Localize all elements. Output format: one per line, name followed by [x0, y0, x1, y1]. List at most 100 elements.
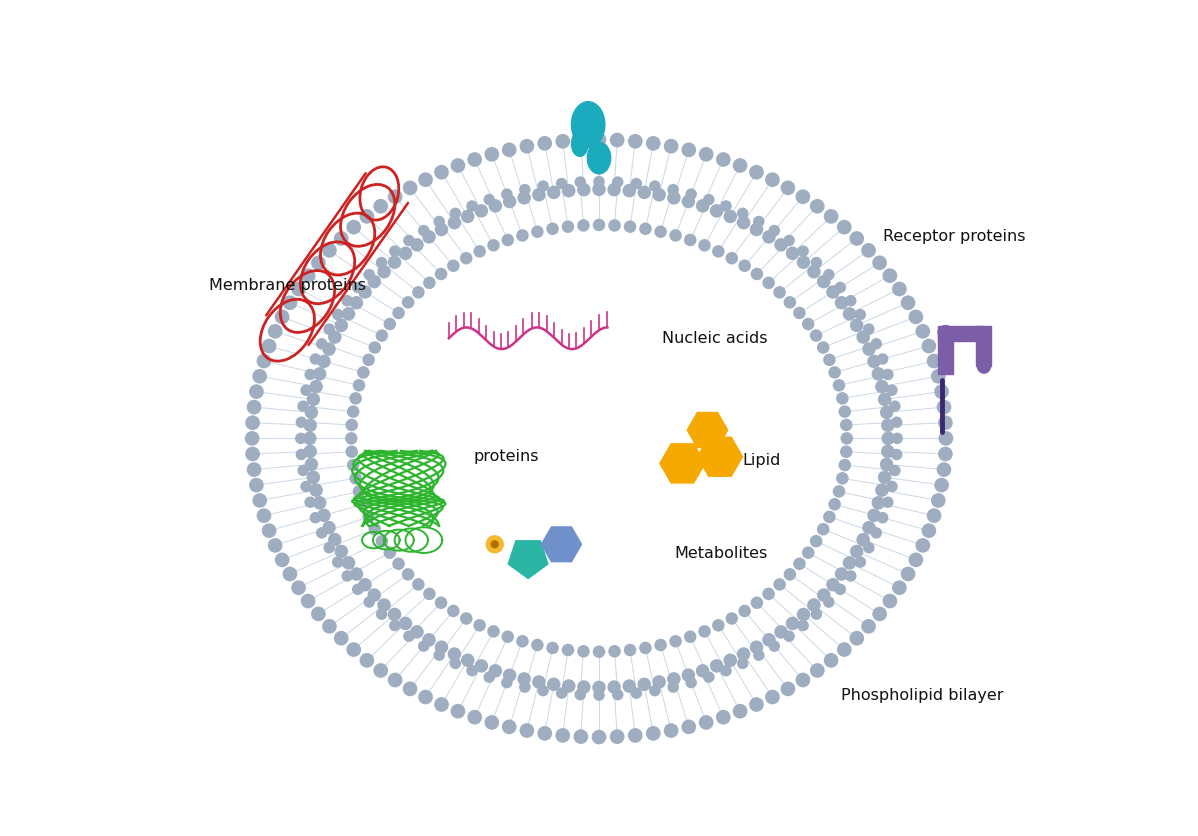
Circle shape — [637, 678, 651, 691]
Circle shape — [881, 445, 895, 459]
Circle shape — [726, 613, 738, 625]
Circle shape — [369, 342, 381, 354]
Circle shape — [724, 211, 737, 224]
Circle shape — [423, 278, 436, 290]
Circle shape — [412, 287, 424, 299]
Circle shape — [842, 557, 857, 570]
Circle shape — [749, 166, 764, 181]
Circle shape — [824, 210, 839, 224]
Circle shape — [751, 597, 763, 609]
Circle shape — [418, 173, 432, 188]
Circle shape — [323, 543, 335, 553]
Circle shape — [488, 240, 500, 252]
Circle shape — [295, 433, 307, 445]
Circle shape — [301, 594, 315, 609]
Circle shape — [766, 690, 780, 705]
Circle shape — [359, 653, 374, 668]
Circle shape — [347, 405, 359, 418]
Circle shape — [703, 195, 714, 206]
Circle shape — [249, 478, 264, 493]
Circle shape — [274, 553, 290, 568]
Circle shape — [750, 223, 763, 237]
Circle shape — [291, 283, 305, 297]
Circle shape — [839, 405, 851, 418]
Circle shape — [346, 642, 361, 657]
Circle shape — [403, 181, 417, 196]
Circle shape — [823, 597, 835, 608]
Circle shape — [836, 472, 848, 485]
Circle shape — [502, 630, 514, 643]
Circle shape — [518, 191, 531, 206]
Circle shape — [244, 431, 260, 446]
Circle shape — [435, 597, 447, 609]
Circle shape — [751, 268, 763, 281]
Circle shape — [908, 553, 924, 568]
Circle shape — [592, 133, 606, 148]
Circle shape — [938, 447, 952, 461]
Circle shape — [363, 597, 375, 608]
Circle shape — [546, 223, 558, 236]
Circle shape — [810, 535, 822, 548]
Circle shape — [434, 166, 449, 181]
Circle shape — [247, 462, 261, 477]
Circle shape — [724, 654, 737, 667]
Circle shape — [833, 486, 846, 498]
Circle shape — [304, 406, 319, 420]
Circle shape — [556, 135, 570, 150]
Circle shape — [422, 634, 436, 647]
Circle shape — [733, 159, 748, 174]
Circle shape — [410, 625, 424, 639]
Circle shape — [623, 680, 636, 693]
Circle shape — [313, 497, 326, 510]
Circle shape — [891, 449, 902, 461]
Circle shape — [883, 594, 897, 609]
Circle shape — [450, 704, 465, 719]
Text: Nucleic acids: Nucleic acids — [661, 330, 767, 345]
Circle shape — [359, 210, 374, 224]
Circle shape — [881, 419, 895, 432]
Circle shape — [827, 579, 840, 592]
Circle shape — [654, 227, 667, 238]
Circle shape — [738, 260, 751, 273]
Circle shape — [363, 269, 375, 281]
Circle shape — [304, 458, 319, 472]
Circle shape — [262, 523, 277, 538]
Circle shape — [484, 195, 495, 206]
Circle shape — [871, 339, 882, 350]
Circle shape — [347, 459, 359, 472]
Circle shape — [774, 625, 788, 639]
Circle shape — [461, 654, 474, 667]
Circle shape — [376, 609, 387, 620]
Circle shape — [849, 545, 864, 558]
Circle shape — [538, 685, 549, 696]
Circle shape — [531, 227, 544, 238]
Circle shape — [562, 644, 574, 656]
Circle shape — [448, 217, 461, 230]
Circle shape — [253, 370, 267, 384]
Circle shape — [304, 497, 316, 508]
Text: Lipid: Lipid — [743, 452, 781, 467]
Circle shape — [307, 471, 320, 485]
Circle shape — [538, 137, 552, 151]
Circle shape — [303, 445, 317, 459]
Circle shape — [303, 419, 317, 432]
Circle shape — [401, 297, 415, 309]
Circle shape — [887, 385, 897, 396]
Circle shape — [291, 581, 305, 595]
Circle shape — [317, 509, 331, 522]
Circle shape — [466, 665, 478, 676]
Circle shape — [810, 330, 822, 343]
Circle shape — [857, 331, 870, 344]
Circle shape — [938, 415, 952, 431]
Circle shape — [882, 432, 895, 446]
Circle shape — [840, 419, 853, 431]
Circle shape — [682, 669, 695, 682]
Circle shape — [861, 619, 876, 634]
Circle shape — [383, 319, 397, 331]
Circle shape — [435, 223, 448, 237]
Circle shape — [685, 189, 697, 201]
Circle shape — [301, 482, 311, 492]
Circle shape — [562, 222, 574, 234]
Circle shape — [861, 244, 876, 258]
Text: proteins: proteins — [474, 448, 539, 463]
